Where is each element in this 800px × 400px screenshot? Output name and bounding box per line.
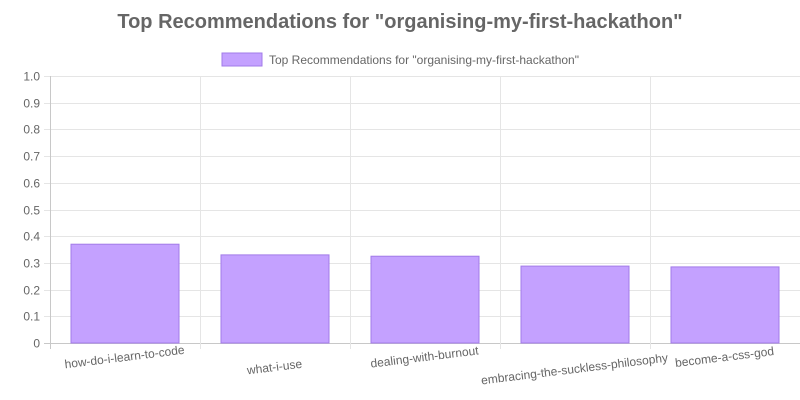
y-tick-label: 0.8 xyxy=(23,123,40,137)
y-tick-label: 0.7 xyxy=(23,150,40,164)
bar[interactable] xyxy=(370,255,480,344)
y-axis: 0 0.1 0.2 0.3 0.4 0.5 0.6 0.7 0.8 0.9 1.0 xyxy=(23,70,40,351)
bar[interactable] xyxy=(220,254,330,344)
y-tick-label: 0.9 xyxy=(23,97,40,111)
x-tick-label: become-a-css-god xyxy=(674,344,774,370)
x-tick-label: what-i-use xyxy=(245,357,303,378)
x-tick-label: dealing-with-burnout xyxy=(370,343,480,370)
y-tick-label: 1.0 xyxy=(23,70,40,84)
bar[interactable] xyxy=(520,265,630,344)
y-tick-label: 0 xyxy=(33,337,40,351)
legend-swatch xyxy=(221,52,263,67)
y-tick-label: 0.6 xyxy=(23,177,40,191)
legend-label: Top Recommendations for "organising-my-f… xyxy=(269,53,579,67)
bars xyxy=(70,243,780,344)
y-tick-label: 0.3 xyxy=(23,257,40,271)
y-tick-label: 0.5 xyxy=(23,204,40,218)
bar[interactable] xyxy=(670,266,780,344)
y-tick-label: 0.2 xyxy=(23,284,40,298)
y-tick-label: 0.1 xyxy=(23,310,40,324)
x-tick-label: embracing-the-suckless-philosophy xyxy=(480,351,668,388)
x-axis: how-do-i-learn-to-code what-i-use dealing-… xyxy=(64,343,775,388)
chart-title: Top Recommendations for "organising-my-f… xyxy=(117,11,682,33)
x-tick-label: how-do-i-learn-to-code xyxy=(64,343,186,372)
bar[interactable] xyxy=(70,243,180,344)
y-tick-label: 0.4 xyxy=(23,230,40,244)
legend[interactable]: Top Recommendations for "organising-my-f… xyxy=(221,52,579,67)
